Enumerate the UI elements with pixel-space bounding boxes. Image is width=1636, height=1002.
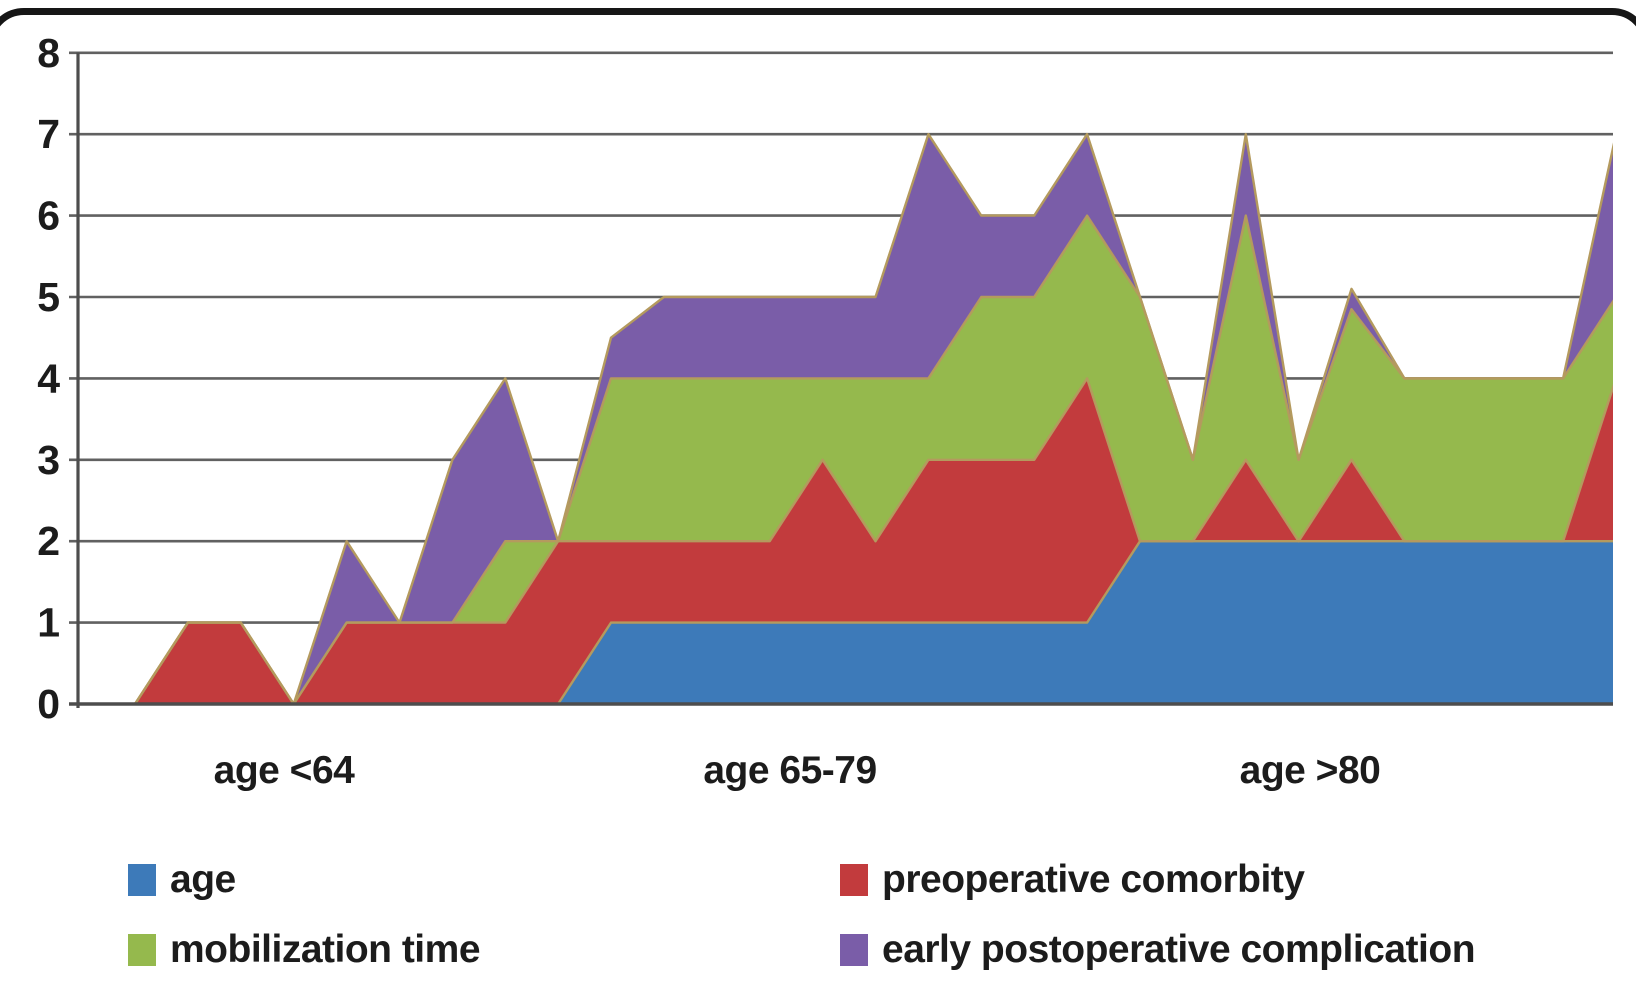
svg-text:age <64: age <64 <box>214 749 356 792</box>
svg-text:0: 0 <box>37 681 60 727</box>
svg-text:8: 8 <box>37 30 60 76</box>
svg-text:2: 2 <box>37 518 60 564</box>
svg-text:5: 5 <box>37 274 60 320</box>
svg-text:1: 1 <box>37 600 60 646</box>
svg-text:3: 3 <box>37 437 60 483</box>
svg-text:age >80: age >80 <box>1240 749 1381 792</box>
svg-text:age 65-79: age 65-79 <box>703 749 876 792</box>
svg-text:7: 7 <box>37 111 60 157</box>
svg-text:6: 6 <box>37 193 60 239</box>
svg-text:4: 4 <box>37 355 60 401</box>
